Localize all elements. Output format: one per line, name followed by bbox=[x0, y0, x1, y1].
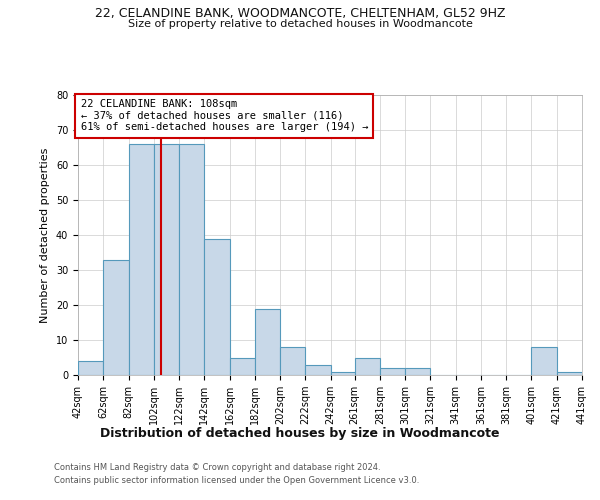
Text: 22, CELANDINE BANK, WOODMANCOTE, CHELTENHAM, GL52 9HZ: 22, CELANDINE BANK, WOODMANCOTE, CHELTEN… bbox=[95, 8, 505, 20]
Bar bbox=[280, 347, 305, 375]
Text: Contains HM Land Registry data © Crown copyright and database right 2024.: Contains HM Land Registry data © Crown c… bbox=[54, 462, 380, 471]
Bar bbox=[179, 144, 205, 375]
Text: 22 CELANDINE BANK: 108sqm
← 37% of detached houses are smaller (116)
61% of semi: 22 CELANDINE BANK: 108sqm ← 37% of detac… bbox=[80, 99, 368, 132]
Bar bbox=[205, 238, 230, 375]
Text: Contains public sector information licensed under the Open Government Licence v3: Contains public sector information licen… bbox=[54, 476, 419, 485]
Bar bbox=[128, 144, 154, 375]
Bar bbox=[355, 358, 380, 375]
Y-axis label: Number of detached properties: Number of detached properties bbox=[40, 148, 50, 322]
Bar bbox=[154, 144, 179, 375]
Bar bbox=[305, 364, 331, 375]
Bar bbox=[103, 260, 128, 375]
Text: Size of property relative to detached houses in Woodmancote: Size of property relative to detached ho… bbox=[128, 19, 472, 29]
Bar bbox=[557, 372, 582, 375]
Bar bbox=[230, 358, 255, 375]
Bar bbox=[380, 368, 405, 375]
Bar bbox=[405, 368, 430, 375]
Bar bbox=[255, 308, 280, 375]
Bar bbox=[78, 361, 103, 375]
Bar bbox=[532, 347, 557, 375]
Bar bbox=[331, 372, 355, 375]
Text: Distribution of detached houses by size in Woodmancote: Distribution of detached houses by size … bbox=[100, 428, 500, 440]
